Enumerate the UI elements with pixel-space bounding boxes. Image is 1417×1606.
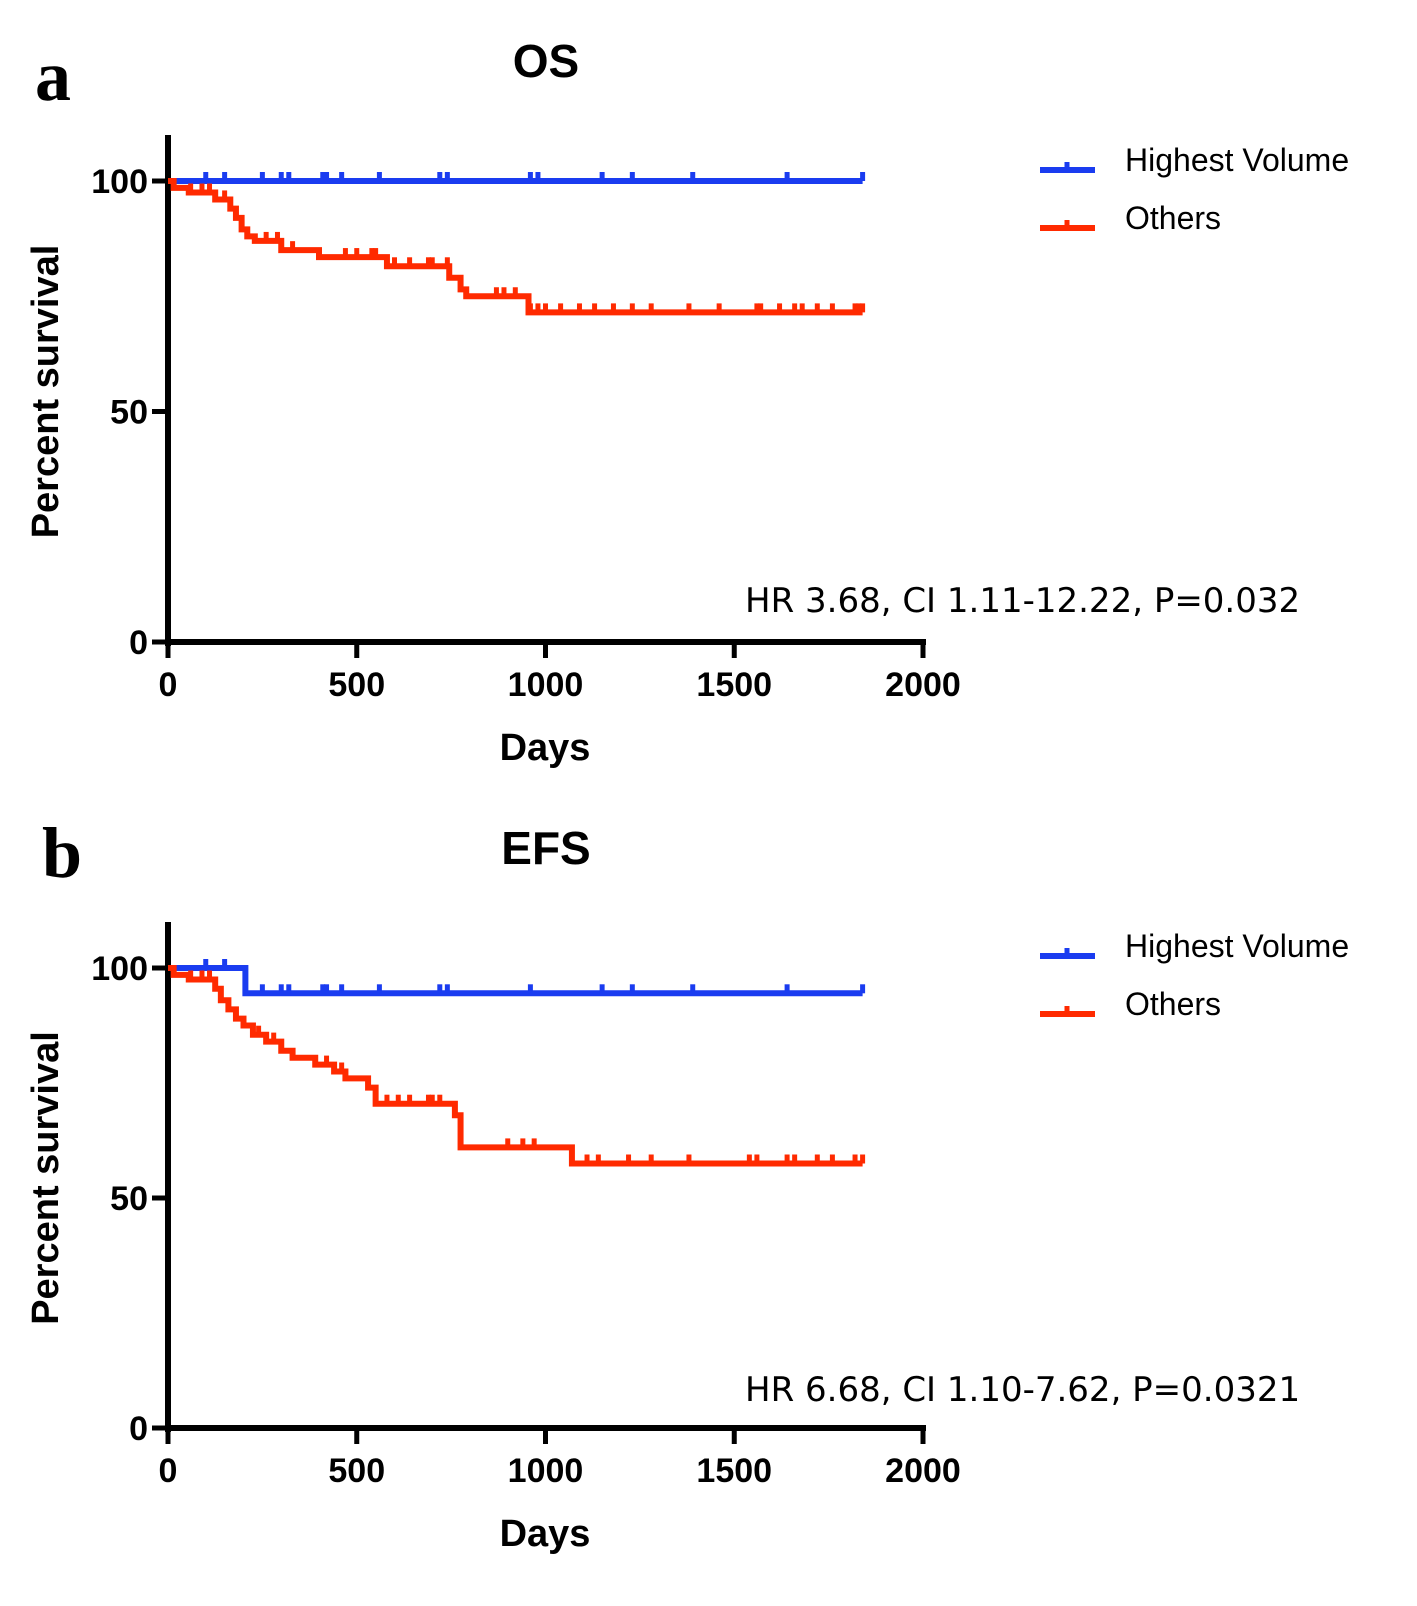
legend-label: Highest Volume xyxy=(1125,142,1349,178)
series-highest-volume xyxy=(168,172,866,184)
x-tick-label: 0 xyxy=(159,1452,178,1490)
x-tick-label: 1000 xyxy=(508,1452,584,1490)
x-tick-label: 0 xyxy=(159,666,178,704)
y-tick-label: 50 xyxy=(110,1180,148,1218)
chart-title: EFS xyxy=(501,822,590,874)
chart-title: OS xyxy=(513,35,579,87)
legend: Highest Volume Others xyxy=(1040,928,1349,1022)
series-others xyxy=(168,178,866,316)
stats-annotation: HR 3.68, CI 1.11-12.22, P=0.032 xyxy=(745,581,1300,621)
legend-label: Others xyxy=(1125,200,1221,236)
y-tick-label: 100 xyxy=(91,163,148,201)
x-tick-label: 500 xyxy=(328,666,385,704)
legend: Highest Volume Others xyxy=(1040,142,1349,236)
x-tick-label: 1500 xyxy=(696,1452,772,1490)
x-axis-label: Days xyxy=(500,1513,591,1555)
panel-a: a OS 0 500 1000 1500 2000 0 50 100 Days Percent sur… xyxy=(25,35,1349,769)
panel-label: b xyxy=(42,813,82,893)
x-tick-label: 500 xyxy=(328,1452,385,1490)
x-axis-label: Days xyxy=(500,727,591,769)
survival-curve xyxy=(168,965,863,997)
survival-curve xyxy=(168,178,863,316)
stats-annotation: HR 6.68, CI 1.10-7.62, P=0.0321 xyxy=(745,1370,1300,1410)
y-tick-label: 0 xyxy=(129,1410,148,1448)
y-tick-label: 50 xyxy=(110,394,148,432)
legend-label: Others xyxy=(1125,986,1221,1022)
panel-label: a xyxy=(35,36,71,116)
series-highest-volume xyxy=(168,959,866,997)
y-tick-label: 0 xyxy=(129,624,148,662)
y-axis-label: Percent survival xyxy=(25,1031,67,1325)
x-tick-label: 1000 xyxy=(508,666,584,704)
legend-label: Highest Volume xyxy=(1125,928,1349,964)
panel-b: b EFS 0 500 1000 1500 2000 0 50 100 Days Percent su… xyxy=(25,813,1349,1555)
series-others xyxy=(168,965,866,1167)
x-tick-label: 1500 xyxy=(696,666,772,704)
y-axis-label: Percent survival xyxy=(25,245,67,539)
survival-curve xyxy=(168,965,863,1167)
y-tick-label: 100 xyxy=(91,950,148,988)
x-tick-label: 2000 xyxy=(885,666,961,704)
x-tick-label: 2000 xyxy=(885,1452,961,1490)
